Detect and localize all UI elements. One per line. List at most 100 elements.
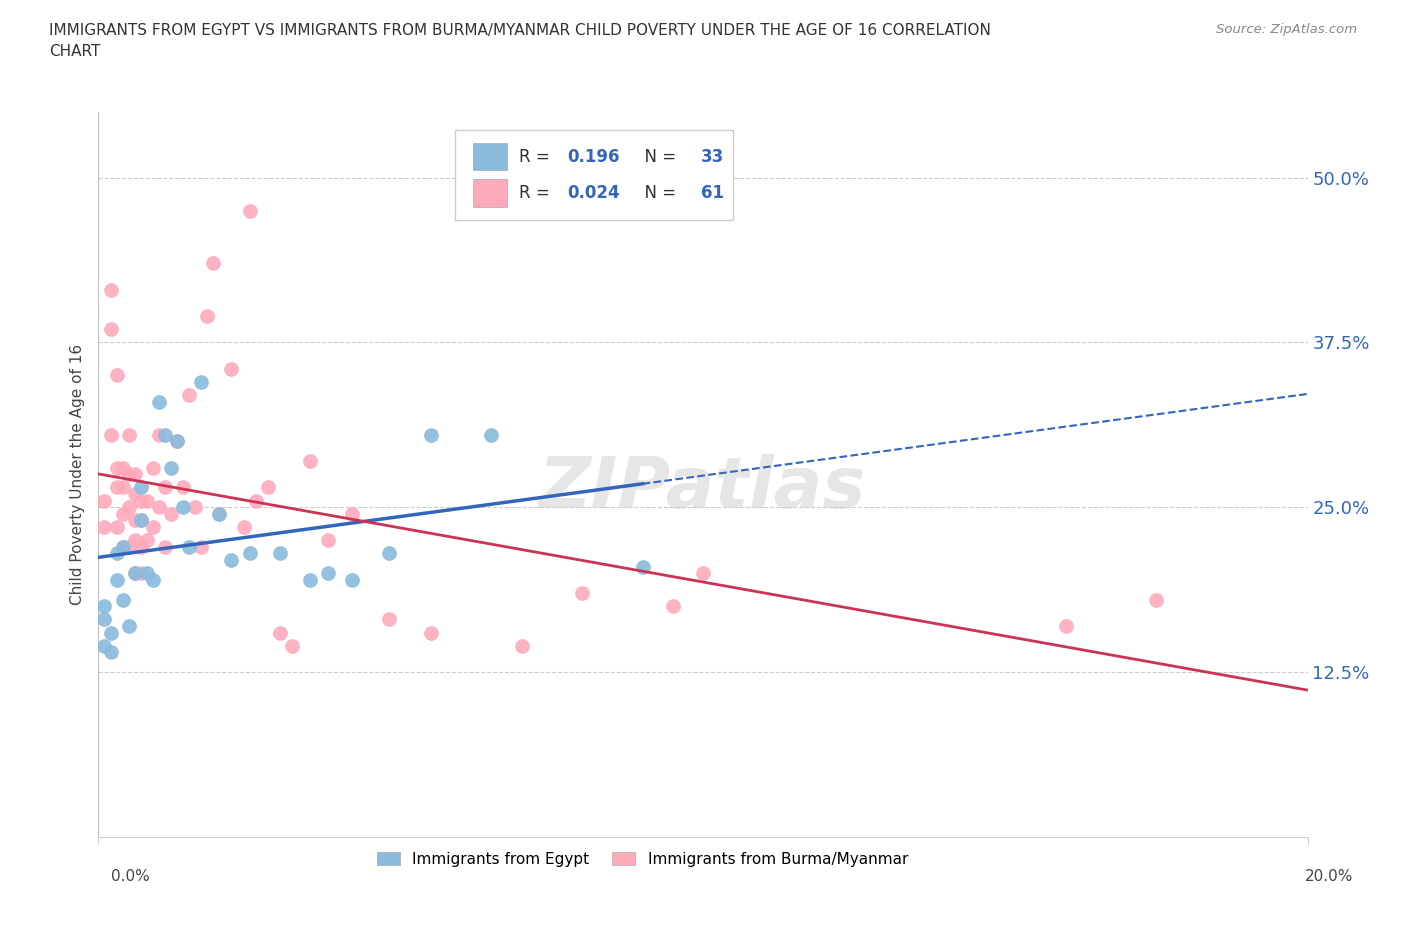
Point [135, 493, 157, 508]
Point [190, 539, 212, 554]
Point [269, 625, 291, 640]
Point [160, 460, 183, 475]
Point [1144, 592, 1167, 607]
Point [93, 520, 115, 535]
Point [342, 507, 364, 522]
Point [420, 427, 443, 442]
Point [148, 394, 170, 409]
Point [100, 427, 122, 442]
Point [631, 559, 654, 574]
Point [129, 513, 152, 528]
Point [208, 507, 231, 522]
Point [129, 493, 152, 508]
Point [239, 546, 262, 561]
Point [153, 539, 176, 554]
Point [100, 282, 122, 297]
Point [184, 499, 207, 514]
Point [118, 539, 141, 554]
Point [202, 256, 225, 271]
Point [316, 533, 339, 548]
Point [142, 520, 165, 535]
Point [135, 533, 157, 548]
Point [93, 493, 115, 508]
Text: Source: ZipAtlas.com: Source: ZipAtlas.com [1216, 23, 1357, 36]
Point [299, 572, 322, 587]
Point [377, 612, 399, 627]
Point [221, 552, 243, 567]
Text: 0.024: 0.024 [568, 184, 620, 202]
Point [135, 565, 157, 580]
Point [111, 592, 134, 607]
Point [342, 572, 364, 587]
Point [111, 460, 134, 475]
Point [179, 388, 201, 403]
Point [172, 480, 194, 495]
Point [100, 625, 122, 640]
Bar [474, 179, 508, 206]
Point [105, 480, 128, 495]
Point [124, 513, 146, 528]
Point [111, 480, 134, 495]
Point [93, 638, 115, 653]
Point [208, 507, 231, 522]
Point [195, 309, 218, 324]
Point [160, 507, 183, 522]
Point [118, 427, 141, 442]
Point [105, 520, 128, 535]
Point [153, 427, 176, 442]
Point [166, 434, 188, 449]
Text: 61: 61 [700, 184, 724, 202]
Point [118, 467, 141, 482]
Point [118, 618, 141, 633]
Text: N =: N = [634, 184, 682, 202]
Point [105, 546, 128, 561]
Text: IMMIGRANTS FROM EGYPT VS IMMIGRANTS FROM BURMA/MYANMAR CHILD POVERTY UNDER THE A: IMMIGRANTS FROM EGYPT VS IMMIGRANTS FROM… [49, 23, 991, 60]
Text: N =: N = [634, 148, 682, 166]
Point [93, 612, 115, 627]
Bar [474, 143, 508, 170]
Point [105, 460, 128, 475]
Point [118, 499, 141, 514]
Text: ZIPatlas: ZIPatlas [540, 455, 866, 524]
Point [124, 467, 146, 482]
Point [245, 493, 267, 508]
FancyBboxPatch shape [456, 130, 734, 220]
Point [124, 533, 146, 548]
Point [111, 507, 134, 522]
Text: 20.0%: 20.0% [1305, 869, 1353, 883]
Point [111, 539, 134, 554]
Point [153, 480, 176, 495]
Point [129, 480, 152, 495]
Point [190, 375, 212, 390]
Point [148, 427, 170, 442]
Point [232, 520, 254, 535]
Point [129, 565, 152, 580]
Point [692, 565, 714, 580]
Point [124, 565, 146, 580]
Point [105, 368, 128, 383]
Point [221, 362, 243, 377]
Text: R =: R = [519, 184, 555, 202]
Point [129, 539, 152, 554]
Text: 33: 33 [700, 148, 724, 166]
Point [420, 625, 443, 640]
Point [172, 499, 194, 514]
Point [124, 486, 146, 501]
Text: R =: R = [519, 148, 555, 166]
Point [179, 539, 201, 554]
Point [93, 599, 115, 614]
Point [124, 565, 146, 580]
Point [142, 572, 165, 587]
Point [510, 638, 533, 653]
Point [100, 644, 122, 659]
Point [100, 322, 122, 337]
Point [166, 434, 188, 449]
Y-axis label: Child Poverty Under the Age of 16: Child Poverty Under the Age of 16 [69, 344, 84, 604]
Point [105, 572, 128, 587]
Point [481, 427, 503, 442]
Point [148, 499, 170, 514]
Point [111, 539, 134, 554]
Point [239, 203, 262, 218]
Point [129, 513, 152, 528]
Point [256, 480, 278, 495]
